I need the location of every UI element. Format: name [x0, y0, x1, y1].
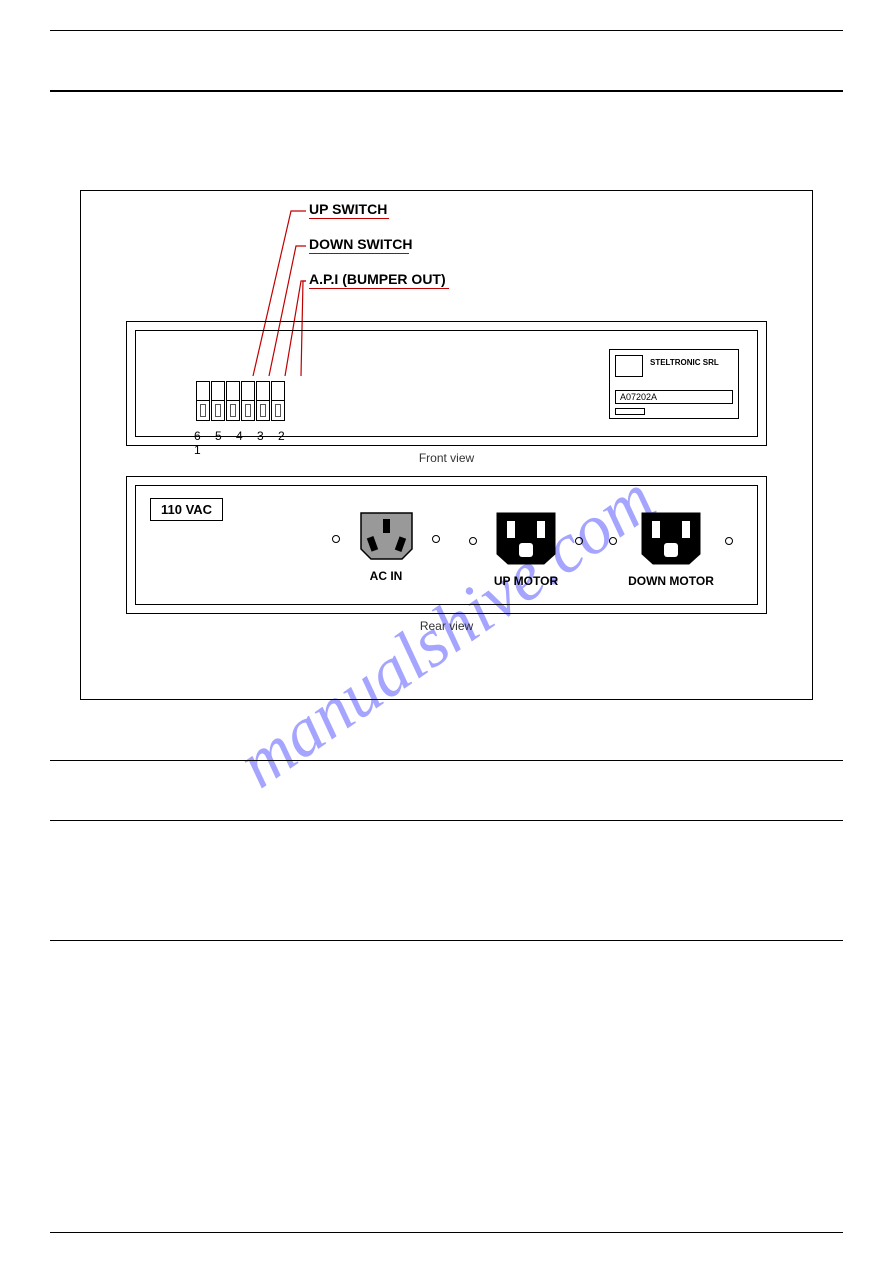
label-down-motor: DOWN MOTOR	[621, 574, 721, 588]
terminal-block: 6 5 4 3 2 1	[196, 381, 296, 426]
terminal-pin-4	[226, 381, 240, 401]
underline-api	[309, 288, 449, 289]
rear-panel: 110 VAC AC IN	[126, 476, 767, 614]
down-motor-socket	[640, 511, 702, 566]
front-panel: 6 5 4 3 2 1 STELTRONIC SRL A07202A	[126, 321, 767, 446]
terminal-pin-5	[211, 381, 225, 401]
label-ac-in: AC IN	[346, 569, 426, 583]
terminal-hole-1	[271, 401, 285, 421]
screw-icon	[332, 535, 340, 543]
info-box: STELTRONIC SRL A07202A	[609, 349, 739, 419]
terminal-pin-6	[196, 381, 210, 401]
underline-down-switch	[309, 253, 409, 254]
label-up-switch: UP SWITCH	[309, 201, 387, 217]
screw-icon	[469, 537, 477, 545]
voltage-label: 110 VAC	[150, 498, 223, 521]
ac-in-socket	[359, 511, 414, 561]
table-rule-3	[50, 940, 843, 941]
label-rear-view: Rear view	[81, 619, 812, 633]
front-panel-inner: 6 5 4 3 2 1 STELTRONIC SRL A07202A	[135, 330, 758, 437]
table-rule-2	[50, 820, 843, 821]
down-motor-group: DOWN MOTOR	[621, 511, 721, 588]
screw-icon	[575, 537, 583, 545]
info-logo-box	[615, 355, 643, 377]
info-bar	[615, 408, 645, 415]
rear-panel-inner: 110 VAC AC IN	[135, 485, 758, 605]
underline-up-switch	[309, 218, 389, 219]
table-rule-1	[50, 760, 843, 761]
info-brand: STELTRONIC SRL	[650, 358, 719, 367]
screw-icon	[725, 537, 733, 545]
up-motor-socket	[495, 511, 557, 566]
label-down-switch: DOWN SWITCH	[309, 236, 412, 252]
terminal-hole-5	[211, 401, 225, 421]
info-model: A07202A	[615, 390, 733, 404]
ac-in-group: AC IN	[346, 511, 426, 583]
terminal-pin-3	[241, 381, 255, 401]
up-motor-group: UP MOTOR	[481, 511, 571, 588]
terminal-pin-1	[271, 381, 285, 401]
terminal-hole-4	[226, 401, 240, 421]
terminal-hole-6	[196, 401, 210, 421]
label-api: A.P.I (BUMPER OUT)	[309, 271, 446, 287]
terminal-pin-2	[256, 381, 270, 401]
label-front-view: Front view	[81, 451, 812, 465]
terminal-hole-2	[256, 401, 270, 421]
label-up-motor: UP MOTOR	[481, 574, 571, 588]
terminal-hole-3	[241, 401, 255, 421]
screw-icon	[432, 535, 440, 543]
screw-icon	[609, 537, 617, 545]
diagram-container: UP SWITCH DOWN SWITCH A.P.I (BUMPER OUT)	[80, 190, 813, 700]
